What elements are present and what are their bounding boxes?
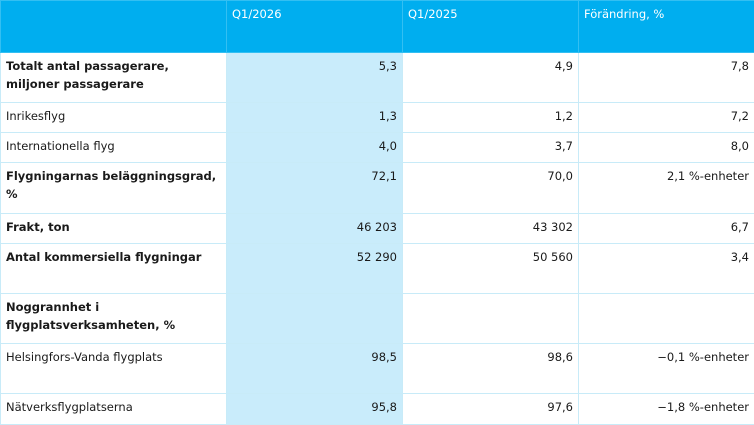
row-label: Flygningarnas beläggningsgrad, % — [1, 163, 227, 214]
table-body: Totalt antal passagerare, miljoner passa… — [1, 53, 754, 425]
value-cell — [403, 294, 579, 344]
row-label: Inrikesflyg — [1, 103, 227, 133]
value-cell: 4,9 — [403, 53, 579, 103]
value-cell: 98,5 — [227, 344, 403, 394]
row-label: Internationella flyg — [1, 133, 227, 163]
value-cell: 3,4 — [579, 244, 754, 294]
row-label: Antal kommersiella flygningar — [1, 244, 227, 294]
value-cell: 98,6 — [403, 344, 579, 394]
value-cell: 43 302 — [403, 214, 579, 244]
row-label: Nätverksflygplatserna — [1, 394, 227, 425]
value-cell: −0,1 %-enheter — [579, 344, 754, 394]
header-row: Q1/2026 Q1/2025 Förändring, % — [1, 1, 754, 53]
value-cell: −1,8 %-enheter — [579, 394, 754, 425]
row-label: Totalt antal passagerare, miljoner passa… — [1, 53, 227, 103]
value-cell: 4,0 — [227, 133, 403, 163]
row-label: Frakt, ton — [1, 214, 227, 244]
value-cell: 3,7 — [403, 133, 579, 163]
value-cell: 2,1 %-enheter — [579, 163, 754, 214]
header-cell: Förändring, % — [579, 1, 754, 53]
header-cell: Q1/2025 — [403, 1, 579, 53]
value-cell: 1,2 — [403, 103, 579, 133]
header-cell — [1, 1, 227, 53]
value-cell: 6,7 — [579, 214, 754, 244]
value-cell: 97,6 — [403, 394, 579, 425]
value-cell: 46 203 — [227, 214, 403, 244]
value-cell — [227, 294, 403, 344]
header-cell: Q1/2026 — [227, 1, 403, 53]
value-cell: 7,8 — [579, 53, 754, 103]
value-cell: 70,0 — [403, 163, 579, 214]
value-cell: 50 560 — [403, 244, 579, 294]
value-cell — [579, 294, 754, 344]
table-row: Noggrannhet i flygplatsverksamheten, % — [1, 294, 754, 344]
value-cell: 95,8 — [227, 394, 403, 425]
row-label: Noggrannhet i flygplatsverksamheten, % — [1, 294, 227, 344]
value-cell: 7,2 — [579, 103, 754, 133]
value-cell: 72,1 — [227, 163, 403, 214]
value-cell: 8,0 — [579, 133, 754, 163]
value-cell: 52 290 — [227, 244, 403, 294]
table-row: Totalt antal passagerare, miljoner passa… — [1, 53, 754, 103]
value-cell: 1,3 — [227, 103, 403, 133]
row-label: Helsingfors-Vanda flygplats — [1, 344, 227, 394]
value-cell: 5,3 — [227, 53, 403, 103]
